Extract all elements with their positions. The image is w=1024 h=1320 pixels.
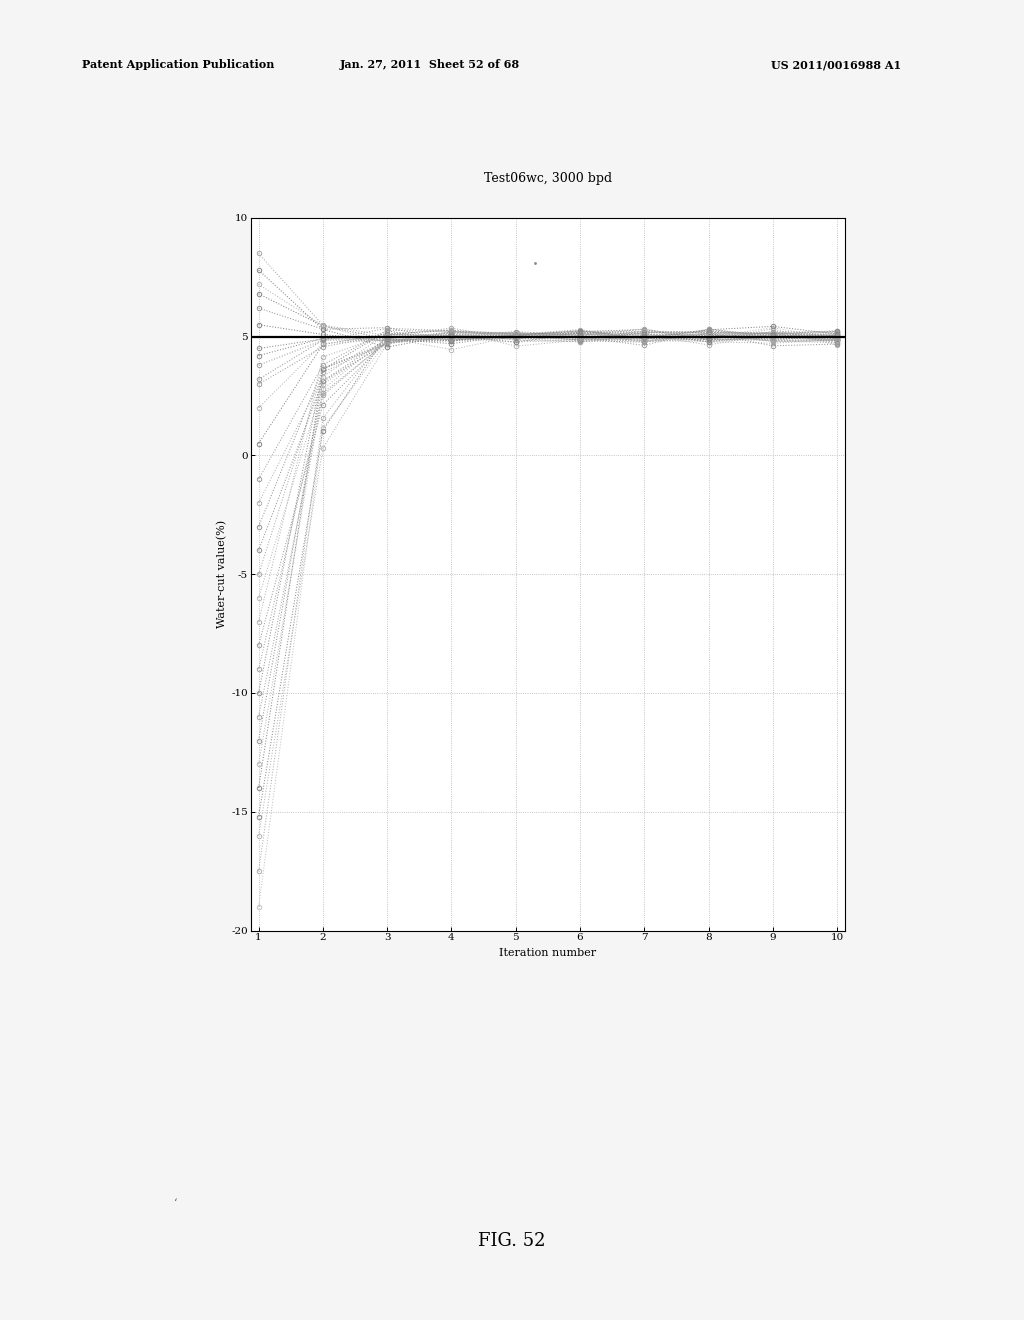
Text: Patent Application Publication: Patent Application Publication <box>82 59 274 70</box>
Text: ‘: ‘ <box>174 1199 177 1209</box>
Text: Jan. 27, 2011  Sheet 52 of 68: Jan. 27, 2011 Sheet 52 of 68 <box>340 59 520 70</box>
Text: FIG. 52: FIG. 52 <box>478 1232 546 1250</box>
X-axis label: Iteration number: Iteration number <box>500 948 596 958</box>
Text: US 2011/0016988 A1: US 2011/0016988 A1 <box>771 59 901 70</box>
Y-axis label: Water-cut value(%): Water-cut value(%) <box>217 520 227 628</box>
Text: Test06wc, 3000 bpd: Test06wc, 3000 bpd <box>483 172 612 185</box>
